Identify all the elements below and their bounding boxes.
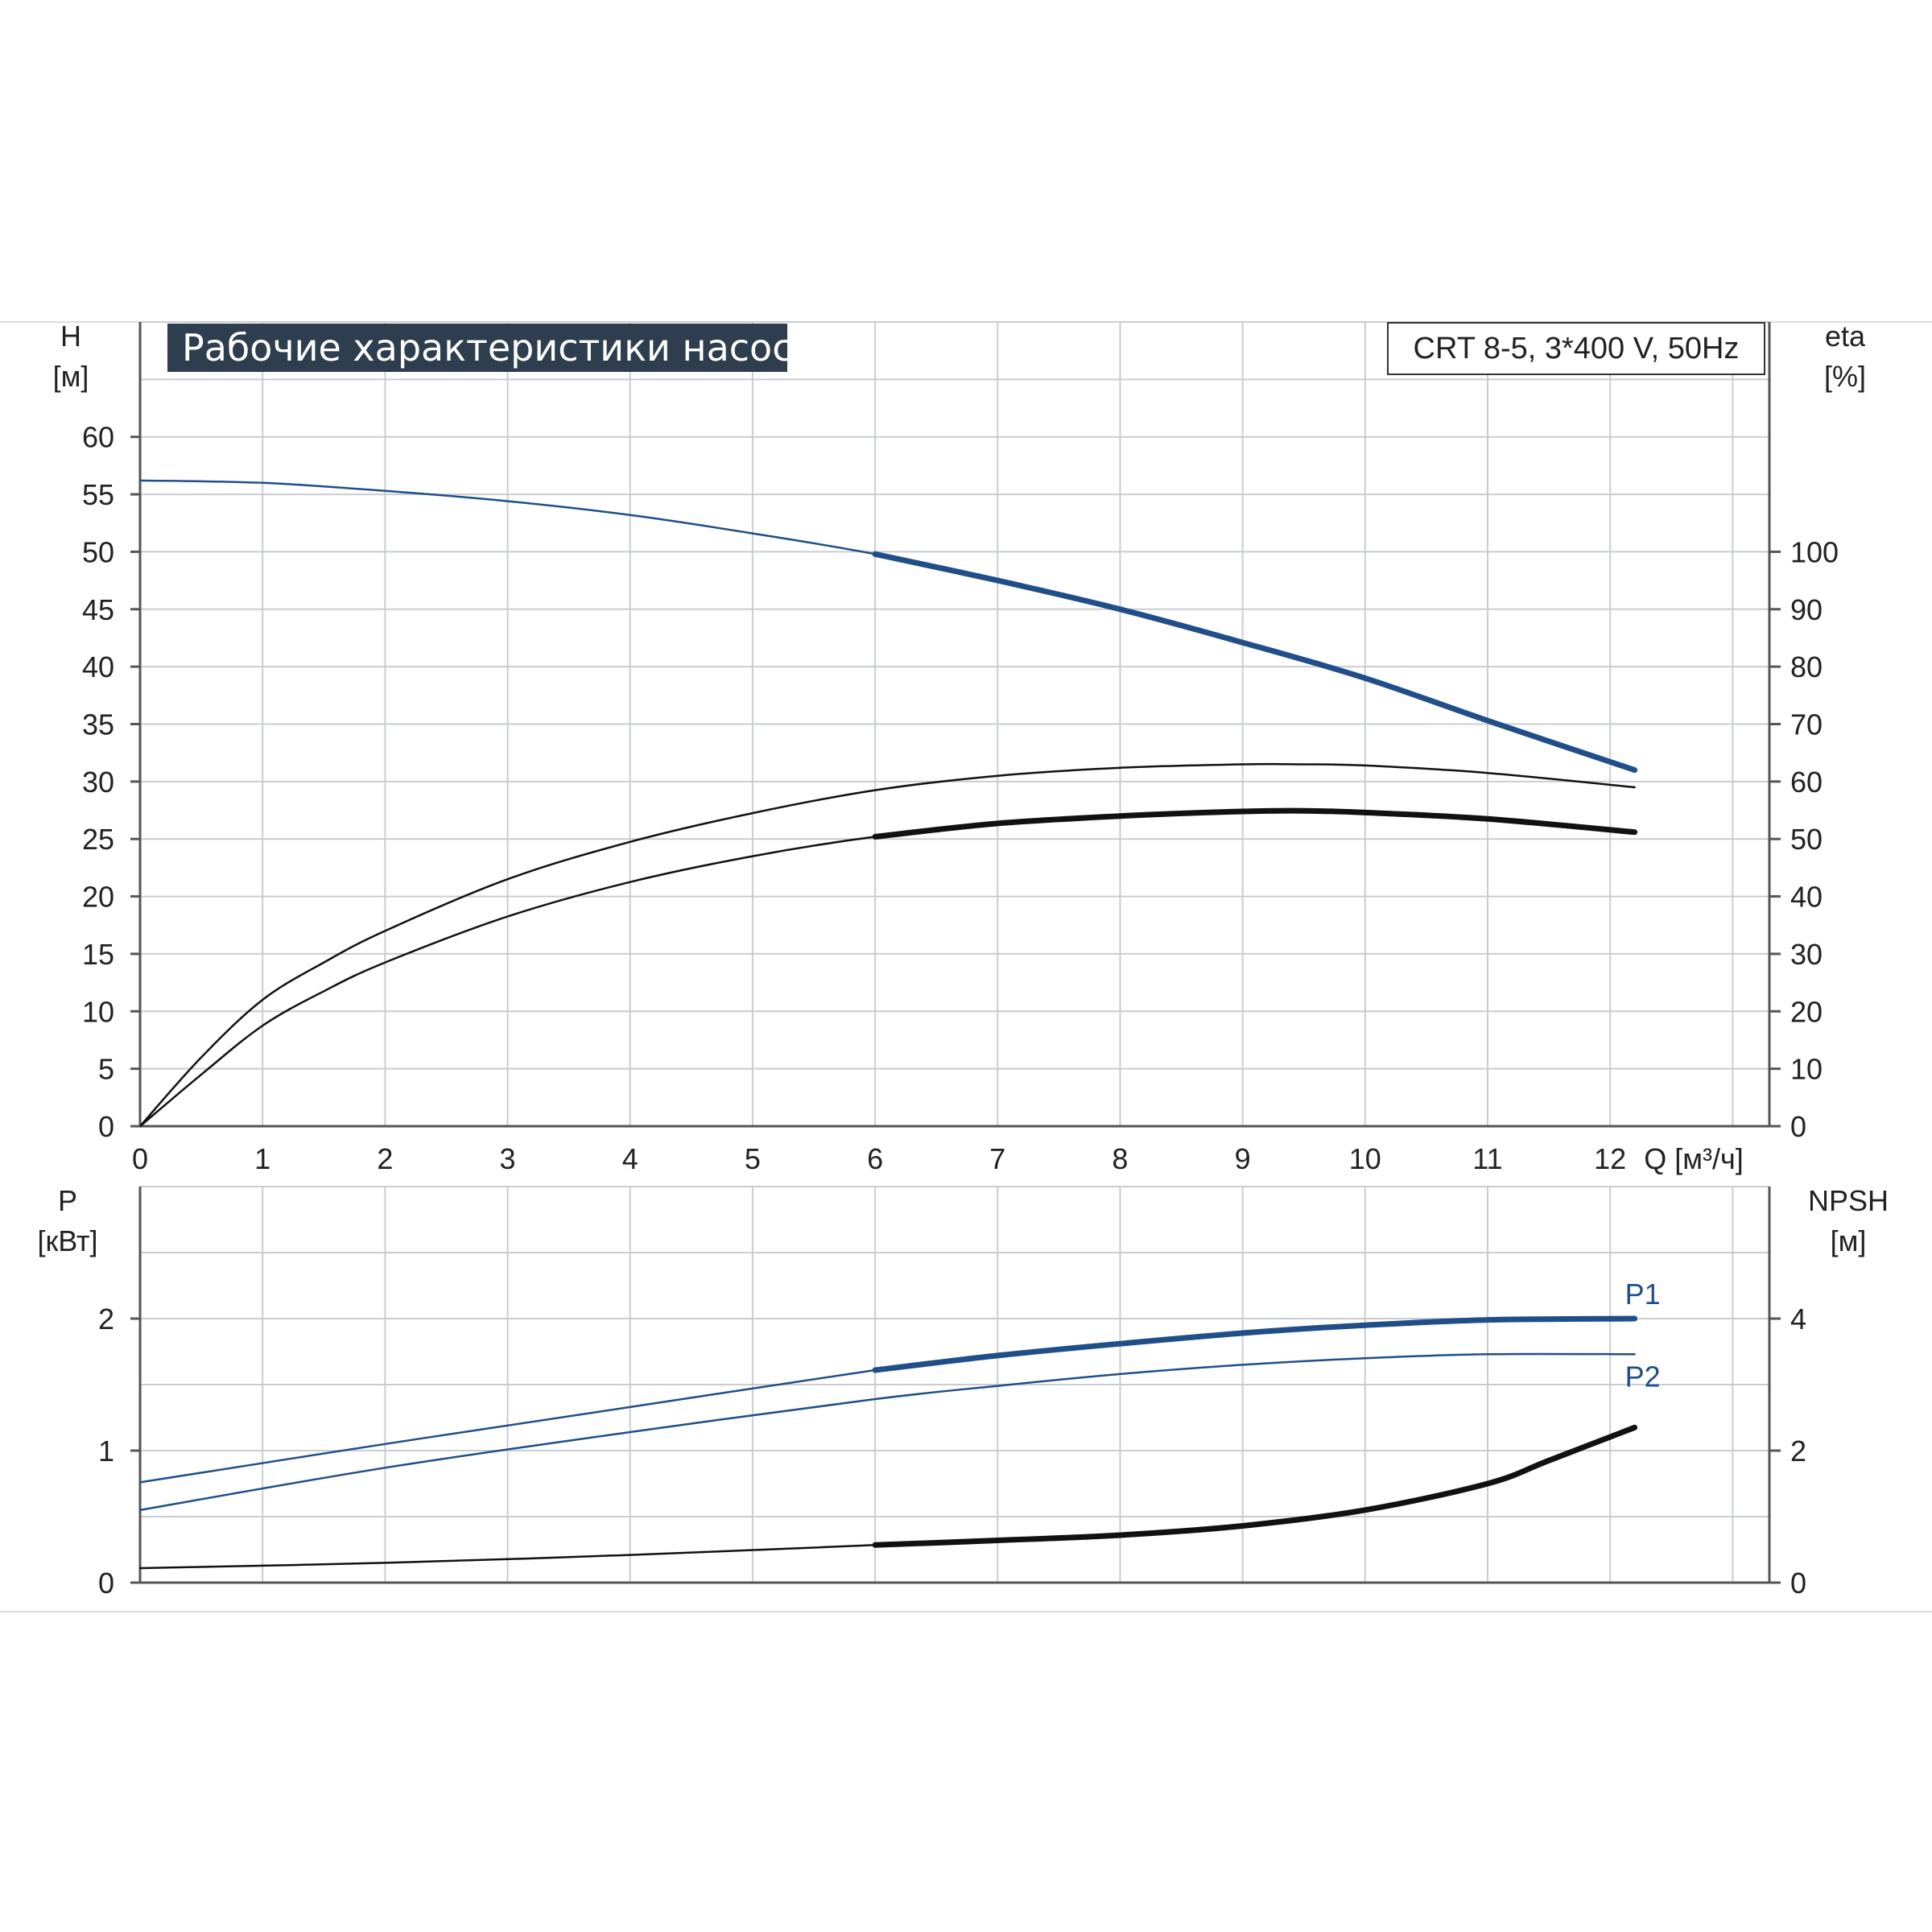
x-axis-label: Q [м³/ч] [1644,1142,1744,1175]
y-tick-label-right: 20 [1790,995,1823,1028]
y-tick-label-right: 0 [1790,1567,1806,1600]
y-tick-label-right: 30 [1790,938,1823,971]
y-axis-unit-left: [м] [53,360,89,393]
y-tick-label-left: 25 [82,823,114,856]
y-tick-label-right: 2 [1790,1435,1806,1468]
series-0-2-line [138,809,1636,1128]
y-tick-label-right: 90 [1790,593,1823,626]
y-tick-label-right: 40 [1790,881,1823,914]
y-tick-label-left: 2 [98,1302,114,1335]
y-tick-label-left: 1 [98,1435,114,1468]
y-tick-label-left: 50 [82,535,114,568]
y-tick-label-left: 30 [82,766,114,799]
bottom-grid [138,1186,1771,1584]
series-1-1-line [138,1352,1636,1512]
x-tick-label: 9 [1235,1142,1251,1175]
x-tick-label: 11 [1472,1142,1502,1175]
y-tick-label-right: 50 [1790,823,1823,856]
y-tick-label-left: 55 [82,478,114,511]
p-axis-label: P [58,1184,77,1217]
y-tick-label-right: 80 [1790,650,1823,683]
y-tick-label-right: 60 [1790,766,1823,799]
x-tick-label: 2 [377,1142,393,1175]
x-tick-label: 12 [1594,1142,1626,1175]
y-tick-label-left: 5 [98,1053,114,1086]
x-tick-label: 6 [867,1142,883,1175]
y-tick-label-right: 100 [1790,535,1839,568]
bottom-series [138,1315,1638,1570]
y-tick-label-left: 15 [82,938,114,971]
y-tick-label-right: 4 [1790,1302,1806,1335]
top-series [138,479,1638,1128]
series-0-1-line [138,762,1636,1128]
x-tick-label: 5 [745,1142,761,1175]
pump-model-label: CRT 8-5, 3*400 V, 50Hz [1387,322,1765,375]
npsh-axis-label: NPSH [1808,1184,1889,1217]
series-1-2-operating-range [872,1424,1638,1548]
series-0-0-line [138,479,1636,771]
x-tick-label: 1 [254,1142,270,1175]
y-tick-label-left: 20 [82,881,114,914]
x-tick-label: 8 [1112,1142,1128,1175]
y-tick-label-left: 10 [82,995,114,1028]
series-0-2-operating-range [872,807,1638,840]
x-tick-label: 4 [622,1142,638,1175]
x-tick-label: 0 [132,1142,148,1175]
y-axis-label-left: H [60,320,81,353]
x-tick-label: 3 [500,1142,516,1175]
series-label-p1: P1 [1625,1278,1661,1311]
y-tick-label-right: 10 [1790,1053,1823,1086]
y-tick-label-left: 45 [82,593,114,626]
labels: 0510152025303540455055600102030405060708… [37,320,1889,1600]
top-grid [138,321,1771,1128]
y-axis-label-right: eta [1825,320,1866,353]
y-tick-label-left: 60 [82,421,114,454]
y-tick-label-left: 40 [82,650,114,683]
series-1-0-operating-range [872,1315,1638,1373]
series-label-p2: P2 [1625,1360,1661,1393]
y-tick-label-left: 0 [98,1567,114,1600]
y-tick-label-right: 0 [1790,1110,1806,1143]
chart-title: Рабочие характеристики насоса [167,324,815,372]
series-1-0-line [138,1317,1636,1484]
y-tick-label-right: 70 [1790,708,1823,741]
p-axis-unit: [кВт] [37,1224,97,1257]
npsh-axis-unit: [м] [1831,1224,1867,1257]
y-tick-label-left: 0 [98,1110,114,1143]
x-tick-label: 10 [1349,1142,1381,1175]
series-0-0-operating-range [872,551,1638,774]
y-tick-label-left: 35 [82,708,114,741]
y-axis-unit-right: [%] [1824,360,1866,393]
x-tick-label: 7 [989,1142,1005,1175]
